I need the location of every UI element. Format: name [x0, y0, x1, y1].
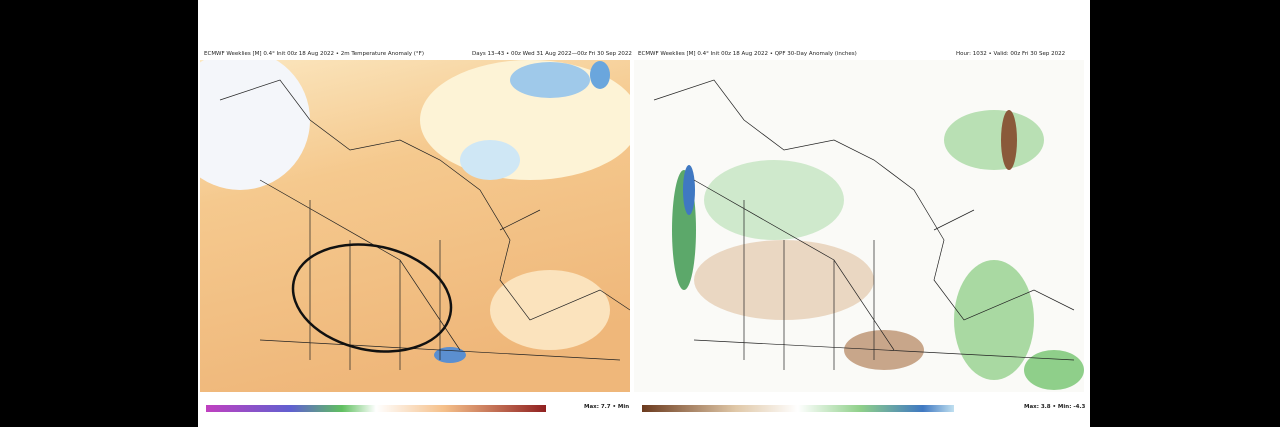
panel-subtitle: Hour: 1032 • Valid: 00z Fri 30 Sep 2022	[956, 51, 1066, 57]
precipitation-colorbar	[642, 405, 954, 412]
panel-title: ECMWF Weeklies [M] 0.4° Init 00z 18 Aug …	[204, 51, 424, 57]
panel-subtitle: Days 13–43 • 00z Wed 31 Aug 2022—00z Fri…	[472, 51, 632, 57]
panel-title: ECMWF Weeklies [M] 0.4° Init 00z 18 Aug …	[638, 51, 857, 57]
temperature-colorbar	[206, 405, 546, 412]
panel-stats: Max: 7.7 • Min	[584, 404, 630, 410]
precipitation-map	[634, 60, 1084, 392]
panel-stats: Max: 3.8 • Min: -4.3	[1024, 404, 1086, 410]
temperature-map	[200, 60, 630, 392]
sheet: ECMWF Weeklies [M] 0.4° Init 00z 18 Aug …	[198, 0, 1090, 427]
